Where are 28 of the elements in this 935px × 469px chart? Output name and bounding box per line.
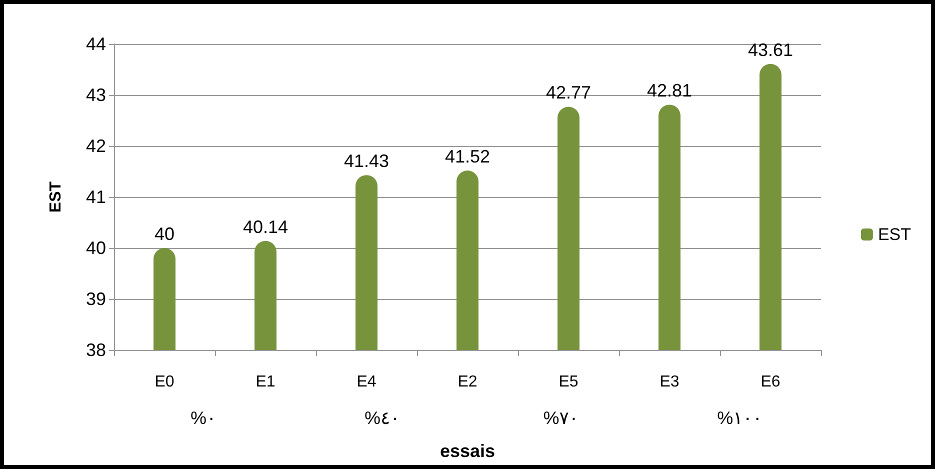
y-tick-label: 39	[86, 289, 106, 309]
x-axis-title: essais	[440, 441, 496, 461]
x-tick-label: E2	[458, 374, 478, 390]
y-tick-label: 41	[86, 187, 106, 207]
x-tick-label: E4	[356, 374, 376, 390]
x-tick-label: E5	[558, 374, 578, 390]
x-tick-label: E3	[660, 374, 680, 390]
data-label: 42.81	[646, 80, 692, 101]
y-axis-title: EST	[48, 181, 64, 213]
y-tick-label: 43	[86, 85, 106, 105]
text: %٧٠	[543, 408, 579, 428]
x-tick-label: E1	[256, 374, 276, 390]
text: %٠	[190, 408, 216, 428]
data-label: 41.43	[344, 151, 390, 172]
x-tick-label: E6	[760, 374, 780, 390]
text: %١٠٠	[717, 408, 762, 428]
y-tick-label: 38	[86, 340, 106, 360]
legend-label: EST	[878, 225, 911, 244]
x-tick-label: E0	[154, 374, 174, 390]
data-label: 40	[154, 224, 175, 244]
y-tick-label: 40	[86, 238, 106, 258]
text: %٤٠	[364, 408, 400, 428]
data-label: 41.52	[444, 146, 490, 166]
y-tick-label: 44	[86, 34, 106, 54]
y-tick-label: 42	[86, 136, 106, 156]
data-label: 43.61	[748, 40, 794, 60]
data-label: 40.14	[242, 216, 288, 237]
data-label: 42.77	[546, 82, 592, 103]
